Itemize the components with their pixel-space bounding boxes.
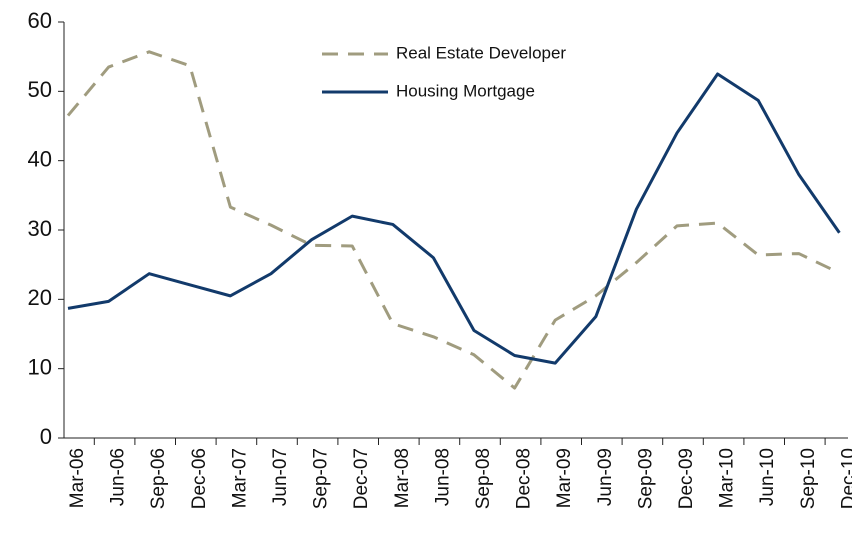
legend-label: Housing Mortgage (396, 81, 535, 100)
x-tick-label: Dec-07 (351, 448, 372, 509)
x-tick-label: Jun-08 (432, 448, 453, 506)
x-tick-label: Dec-10 (838, 448, 852, 509)
x-tick-label: Mar-06 (67, 448, 88, 508)
x-tick-label: Mar-10 (717, 448, 738, 508)
series-line (67, 72, 841, 365)
y-tick-label: 40 (28, 146, 52, 171)
x-tick-label: Sep-08 (473, 448, 494, 509)
x-tick-label: Sep-06 (148, 448, 169, 509)
x-tick-label: Sep-07 (311, 448, 332, 509)
x-tick-label: Mar-08 (392, 448, 413, 508)
legend-label: Real Estate Developer (396, 43, 566, 62)
x-tick-label: Jun-09 (595, 448, 616, 506)
y-tick-label: 20 (28, 285, 52, 310)
x-tick-label: Jun-10 (757, 448, 778, 506)
y-tick-label: 0 (40, 424, 52, 449)
y-tick-label: 30 (28, 216, 52, 241)
x-tick-label: Jun-07 (270, 448, 291, 506)
x-tick-label: Mar-09 (554, 448, 575, 508)
x-tick-label: Dec-09 (676, 448, 697, 509)
x-tick-label: Jun-06 (108, 448, 129, 506)
x-tick-label: Sep-09 (635, 448, 656, 509)
x-tick-label: Dec-06 (189, 448, 210, 509)
x-tick-label: Dec-08 (514, 448, 535, 509)
x-tick-label: Sep-10 (798, 448, 819, 509)
y-tick-label: 60 (28, 8, 52, 33)
y-tick-label: 10 (28, 354, 52, 379)
x-tick-label: Mar-07 (229, 448, 250, 508)
y-tick-label: 50 (28, 77, 52, 102)
series-line (66, 50, 841, 390)
